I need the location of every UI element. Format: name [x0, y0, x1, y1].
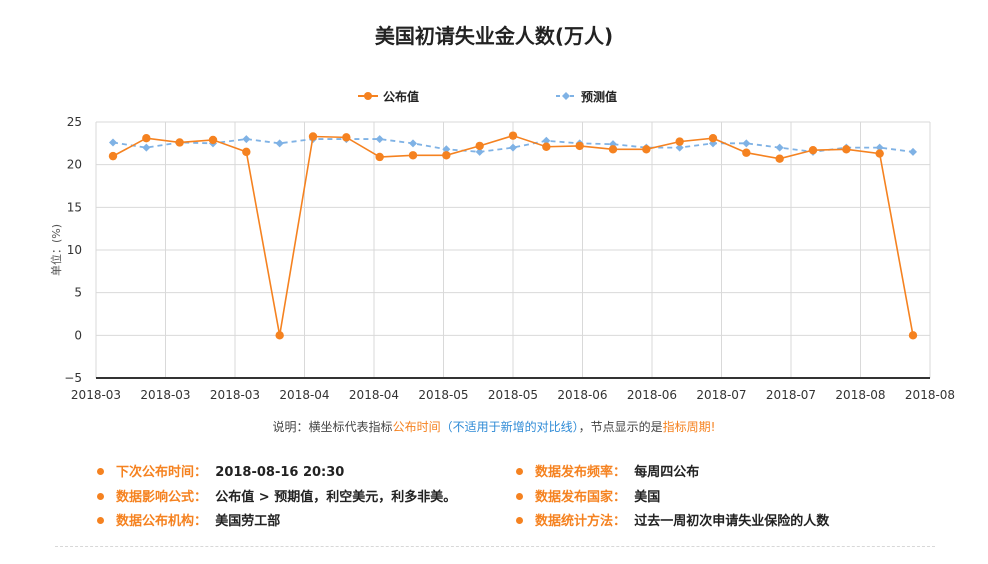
info-frequency: 数据发布频率： 每周四公布	[516, 461, 699, 480]
bullet-icon	[97, 468, 104, 475]
actual-point[interactable]	[442, 151, 451, 160]
y-tick-labels: −5 0 5 10 15 20 25	[64, 115, 82, 385]
forecast-point[interactable]	[142, 143, 151, 152]
actual-point[interactable]	[175, 138, 184, 147]
legend-item-forecast[interactable]: 预测值	[556, 89, 617, 104]
actual-point[interactable]	[308, 132, 318, 141]
actual-point[interactable]	[708, 134, 718, 143]
forecast-point[interactable]	[542, 136, 551, 145]
actual-point[interactable]	[908, 331, 918, 340]
actual-point[interactable]	[142, 134, 151, 143]
chart-note: 说明：横坐标代表指标公布时间（不适用于新增的对比线），节点显示的是指标周期!	[272, 420, 716, 434]
actual-point[interactable]	[275, 331, 284, 340]
forecast-point[interactable]	[509, 143, 517, 152]
forecast-point[interactable]	[109, 138, 117, 147]
x-tick-label: 2018-06	[557, 388, 607, 402]
bullet-icon	[97, 517, 104, 524]
y-tick-label: 10	[67, 243, 82, 257]
x-tick-label: 2018-04	[349, 388, 399, 402]
bullet-icon	[516, 468, 523, 475]
y-tick-label: 15	[67, 200, 82, 214]
x-tick-label: 2018-03	[71, 388, 121, 402]
x-tick-label: 2018-07	[696, 388, 746, 402]
y-tick-label: 25	[67, 115, 82, 129]
forecast-point[interactable]	[409, 139, 417, 148]
forecast-point[interactable]	[242, 135, 251, 144]
forecast-point[interactable]	[475, 147, 484, 156]
y-tick-label: 5	[74, 286, 82, 300]
info-country: 数据发布国家： 美国	[516, 486, 660, 505]
x-tick-label: 2018-08	[835, 388, 885, 402]
legend-label-forecast: 预测值	[581, 89, 617, 104]
x-tick-label: 2018-04	[279, 388, 329, 402]
x-tick-labels: 2018-03 2018-03 2018-03 2018-04 2018-04 2018-…	[71, 388, 955, 402]
x-tick-label: 2018-06	[627, 388, 677, 402]
forecast-point[interactable]	[775, 143, 784, 152]
x-tick-label: 2018-08	[905, 388, 955, 402]
actual-point[interactable]	[108, 151, 118, 161]
forecast-point[interactable]	[442, 145, 451, 154]
legend-label-actual: 公布值	[383, 89, 419, 104]
actual-point[interactable]	[742, 148, 751, 157]
bullet-icon	[516, 493, 523, 500]
forecast-point[interactable]	[375, 135, 384, 144]
y-axis-label: 单位：(%)	[49, 224, 63, 276]
forecast-point[interactable]	[875, 143, 884, 152]
divider	[55, 546, 935, 547]
x-tick-label: 2018-05	[488, 388, 538, 402]
forecast-point[interactable]	[275, 139, 284, 148]
actual-point[interactable]	[375, 152, 384, 162]
x-tick-label: 2018-05	[418, 388, 468, 402]
actual-point[interactable]	[542, 142, 551, 151]
actual-point[interactable]	[208, 135, 218, 145]
x-gridlines	[95, 122, 931, 378]
legend-item-actual[interactable]: 公布值	[358, 89, 419, 104]
x-tick-label: 2018-07	[766, 388, 816, 402]
actual-point[interactable]	[675, 137, 684, 146]
info-formula: 数据影响公式： 公布值 > 预期值，利空美元，利多非美。	[97, 486, 456, 505]
actual-point[interactable]	[408, 151, 418, 160]
bullet-icon	[97, 493, 104, 500]
legend[interactable]: 公布值 预测值	[358, 89, 617, 104]
forecast-point[interactable]	[742, 139, 751, 148]
actual-point[interactable]	[875, 149, 884, 158]
y-tick-label: 0	[74, 328, 82, 342]
y-tick-label: 20	[67, 158, 82, 172]
actual-point[interactable]	[575, 141, 584, 151]
actual-point[interactable]	[642, 145, 651, 154]
actual-point[interactable]	[475, 141, 484, 151]
y-tick-label: −5	[64, 371, 82, 385]
forecast-point[interactable]	[675, 143, 684, 152]
actual-point[interactable]	[342, 133, 351, 142]
bullet-icon	[516, 517, 523, 524]
x-tick-label: 2018-03	[140, 388, 190, 402]
x-tick-label: 2018-03	[210, 388, 260, 402]
chart-title: 美国初请失业金人数(万人)	[374, 24, 614, 48]
actual-point[interactable]	[608, 145, 618, 154]
series-actual	[108, 131, 918, 340]
actual-point[interactable]	[842, 145, 851, 154]
info-next-release: 下次公布时间： 2018-08-16 20:30	[97, 461, 344, 480]
forecast-point[interactable]	[909, 147, 917, 156]
info-agency: 数据公布机构： 美国劳工部	[97, 510, 280, 529]
info-method: 数据统计方法： 过去一周初次申请失业保险的人数	[516, 510, 829, 529]
actual-point[interactable]	[242, 147, 251, 157]
actual-point[interactable]	[808, 145, 818, 155]
actual-point[interactable]	[775, 154, 784, 163]
actual-point[interactable]	[508, 131, 518, 140]
